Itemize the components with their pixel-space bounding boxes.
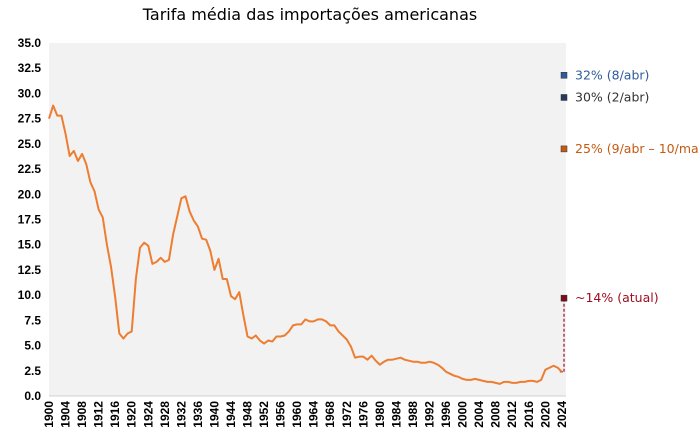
x-tick-label: 1908 — [75, 401, 89, 428]
annotation-marker — [560, 94, 568, 101]
x-tick-label: 1948 — [241, 401, 255, 428]
x-tick-label: 1984 — [389, 401, 403, 428]
y-tick-label: 7.5 — [24, 313, 41, 327]
x-tick-label: 1900 — [42, 401, 56, 428]
y-tick-label: 30.0 — [18, 86, 42, 100]
x-tick-label: 2016 — [522, 401, 536, 428]
x-tick-label: 1988 — [406, 401, 420, 428]
x-tick-label: 1952 — [257, 401, 271, 428]
y-tick-label: 5.0 — [24, 339, 41, 353]
annotation-marker — [560, 294, 568, 302]
x-tick-label: 2012 — [505, 401, 519, 428]
x-tick-label: 1968 — [323, 401, 337, 428]
x-tick-label: 2024 — [555, 401, 569, 428]
x-tick-label: 1932 — [174, 401, 188, 428]
y-tick-label: 0.0 — [24, 389, 41, 403]
annotation-marker — [560, 145, 568, 153]
x-tick-label: 1924 — [141, 401, 155, 428]
x-tick-label: 2000 — [456, 401, 470, 428]
x-tick-label: 1960 — [290, 401, 304, 428]
y-tick-label: 15.0 — [18, 238, 42, 252]
y-axis: 0.0 2.5 5.0 7.5 10.0 12.5 15.0 17.5 20.0 22.5 25.0… — [18, 36, 42, 403]
x-tick-label: 2008 — [489, 401, 503, 428]
x-tick-label: 1972 — [340, 401, 354, 428]
y-tick-label: 12.5 — [18, 263, 42, 277]
annotation-label: 30% (2/abr) — [575, 89, 649, 104]
y-tick-label: 20.0 — [18, 187, 42, 201]
chart-title: Tarifa média das importações americanas — [142, 5, 478, 24]
x-tick-label: 1912 — [92, 401, 106, 428]
x-tick-label: 1980 — [373, 401, 387, 428]
x-tick-label: 1992 — [423, 401, 437, 428]
x-tick-label: 1964 — [307, 401, 321, 428]
y-tick-label: 17.5 — [18, 213, 42, 227]
y-tick-label: 32.5 — [18, 61, 42, 75]
x-tick-label: 1976 — [356, 401, 370, 428]
x-tick-label: 1996 — [439, 401, 453, 428]
series-line-average-tariff — [48, 104, 563, 385]
y-tick-label: 35.0 — [18, 36, 42, 50]
y-tick-label: 22.5 — [18, 162, 42, 176]
x-axis: 1900 1904 1908 1912 1916 1920 1924 1928 1932 1936… — [42, 401, 569, 428]
y-tick-label: 25.0 — [18, 137, 42, 151]
annotation-label: 32% (8/abr) — [575, 67, 649, 82]
x-tick-label: 1928 — [158, 401, 172, 428]
x-tick-label: 1936 — [191, 401, 205, 428]
x-tick-label: 1940 — [207, 401, 221, 428]
y-tick-label: 27.5 — [18, 112, 42, 126]
annotation-label: 25% (9/abr – 10/mai) — [575, 141, 699, 156]
annotation-markers: 32% (8/abr) 30% (2/abr) 25% (9/abr – 10/ma… — [560, 67, 699, 305]
x-tick-label: 1916 — [108, 401, 122, 428]
y-tick-label: 2.5 — [24, 364, 41, 378]
y-tick-label: 10.0 — [18, 288, 42, 302]
x-tick-label: 2004 — [472, 401, 486, 428]
x-tick-label: 1920 — [125, 401, 139, 428]
x-tick-label: 1904 — [59, 401, 73, 428]
annotation-label: ~14% (atual) — [575, 290, 659, 305]
x-tick-label: 1944 — [224, 401, 238, 428]
annotation-marker — [560, 72, 568, 79]
x-tick-label: 1956 — [274, 401, 288, 428]
plot-area — [49, 43, 566, 396]
x-tick-label: 2020 — [538, 401, 552, 428]
